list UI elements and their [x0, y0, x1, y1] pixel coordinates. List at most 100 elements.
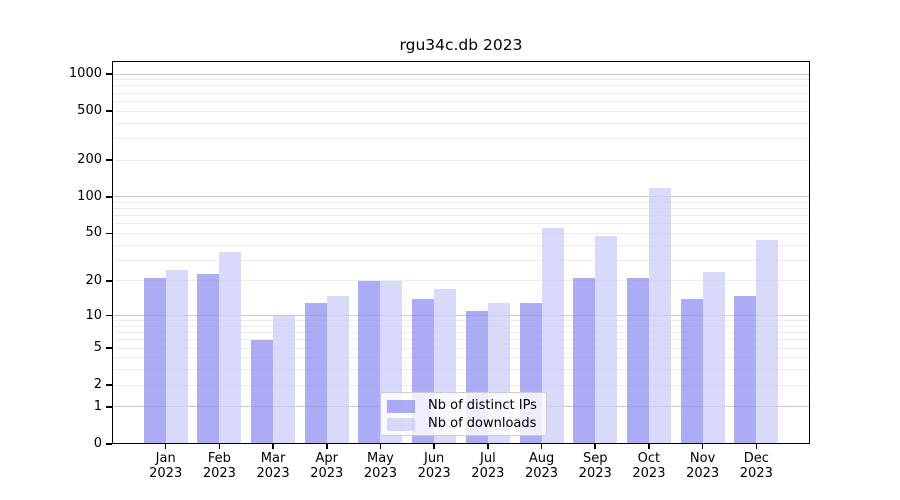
y-tick — [106, 73, 112, 75]
x-tick-label: May 2023 — [363, 451, 397, 481]
bar-distinct-ips-apr — [304, 302, 327, 444]
x-tick — [540, 444, 543, 449]
y-tick-label: 5 — [93, 340, 102, 356]
gridline-minor — [112, 332, 810, 334]
bar-distinct-ips-may — [358, 280, 381, 444]
bar-downloads-apr — [326, 295, 349, 444]
gridline-minor — [112, 232, 810, 234]
x-tick — [433, 444, 435, 449]
bar-downloads-jan — [165, 269, 188, 444]
x-tick-label: Dec 2023 — [739, 451, 773, 481]
x-tick — [164, 444, 167, 449]
legend: Nb of distinct IPs Nb of downloads — [380, 392, 547, 436]
gridline-minor — [112, 347, 810, 349]
bar-downloads-mar — [273, 315, 296, 444]
bar-downloads-dec — [756, 240, 779, 444]
chart-title: rgu34c.db 2023 — [399, 36, 523, 54]
bar-layer — [112, 61, 810, 444]
x-tick — [379, 444, 382, 449]
y-tick-label: 20 — [85, 272, 102, 288]
gridline-minor — [112, 215, 810, 217]
gridline-minor — [112, 223, 810, 225]
gridline-minor — [112, 357, 810, 359]
bar-distinct-ips-mar — [251, 339, 274, 444]
x-tick-label: Oct 2023 — [632, 451, 666, 481]
gridline-minor — [112, 201, 810, 203]
gridline-minor — [112, 369, 810, 371]
y-tick-label: 200 — [77, 152, 102, 167]
x-tick — [487, 444, 489, 449]
y-tick — [106, 347, 112, 349]
x-tick-label: Feb 2023 — [202, 451, 236, 481]
x-tick-label: Jun 2023 — [417, 451, 451, 481]
x-tick — [594, 444, 596, 449]
gridline-minor — [112, 137, 810, 139]
gridline-minor — [112, 244, 810, 246]
y-tick-label: 100 — [77, 188, 102, 204]
y-tick — [106, 314, 112, 317]
x-tick-label: Jan 2023 — [149, 451, 183, 481]
y-tick-label: 50 — [85, 225, 102, 241]
y-tick-label: 2 — [93, 377, 102, 393]
gridline-major — [112, 196, 810, 198]
gridline-minor — [112, 339, 810, 341]
x-tick-label: Aug 2023 — [524, 451, 559, 481]
y-tick — [106, 443, 112, 445]
gridline-minor — [112, 384, 810, 386]
x-tick — [326, 444, 328, 449]
y-tick — [106, 232, 112, 235]
y-tick-label: 10 — [85, 307, 102, 323]
legend-swatch-icon — [387, 417, 415, 431]
y-tick — [106, 406, 112, 408]
gridline-minor — [112, 92, 810, 94]
x-tick-label: Nov 2023 — [686, 451, 720, 481]
x-tick — [755, 444, 758, 449]
legend-label: Nb of downloads — [428, 416, 537, 431]
plot-area — [112, 61, 810, 444]
bar-distinct-ips-dec — [734, 295, 757, 444]
legend-item: Nb of downloads — [387, 415, 540, 433]
y-tick-label: 1 — [93, 398, 102, 414]
bar-distinct-ips-oct — [626, 278, 649, 444]
gridline-minor — [112, 320, 810, 322]
x-tick-label: Jul 2023 — [471, 451, 505, 481]
bar-downloads-feb — [219, 252, 242, 444]
y-tick-label: 1000 — [68, 66, 102, 82]
y-tick — [106, 159, 112, 161]
bar-distinct-ips-sep — [573, 278, 596, 444]
x-tick — [218, 444, 221, 449]
bar-distinct-ips-jan — [143, 278, 166, 444]
y-tick-label: 0 — [93, 436, 102, 451]
y-tick — [106, 280, 112, 282]
gridline-minor — [112, 208, 810, 210]
gridline-major — [112, 73, 810, 75]
gridline-minor — [112, 122, 810, 124]
y-tick — [106, 196, 112, 198]
bar-downloads-sep — [595, 235, 618, 444]
x-tick — [648, 444, 650, 449]
gridline-minor — [112, 79, 810, 81]
gridline-minor — [112, 85, 810, 87]
y-tick — [106, 110, 112, 112]
x-tick-label: Mar 2023 — [256, 451, 290, 481]
gridline-minor — [112, 280, 810, 282]
grid-layer — [112, 61, 810, 444]
bar-downloads-nov — [702, 271, 725, 444]
bar-distinct-ips-nov — [680, 299, 703, 444]
bar-downloads-aug — [541, 228, 564, 444]
gridline-minor — [112, 110, 810, 112]
y-tick — [106, 384, 112, 386]
y-tick-label: 500 — [77, 103, 102, 119]
gridline-minor — [112, 259, 810, 261]
gridline-minor — [112, 100, 810, 102]
x-tick — [272, 444, 274, 449]
legend-label: Nb of distinct IPs — [428, 398, 537, 413]
bar-distinct-ips-feb — [197, 273, 220, 444]
x-tick-label: Sep 2023 — [578, 451, 612, 481]
legend-item: Nb of distinct IPs — [387, 397, 540, 415]
gridline-minor — [112, 159, 810, 161]
x-tick-label: Apr 2023 — [310, 451, 344, 481]
bar-downloads-oct — [648, 188, 671, 444]
gridline-minor — [112, 325, 810, 327]
